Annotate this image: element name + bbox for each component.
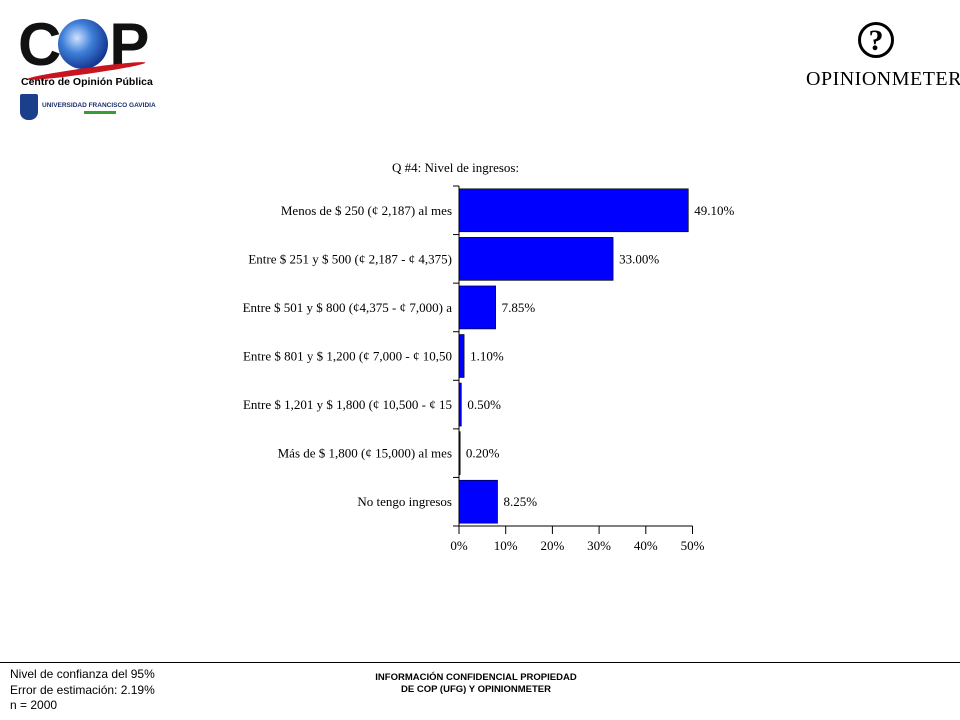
x-tick-label: 10%: [494, 538, 518, 553]
category-label: Menos de $ 250 (¢ 2,187) al mes: [281, 203, 452, 218]
opinionmeter-wordmark: OPINIONMETER: [806, 68, 960, 90]
sample-size: n = 2000: [10, 698, 58, 712]
category-label: No tengo ingresos: [357, 494, 452, 509]
x-tick-label: 50%: [681, 538, 705, 553]
opinionmeter-logo: ? OPINIONMETER: [806, 20, 960, 100]
question-mark-icon: ?: [858, 22, 894, 58]
bar: [458, 237, 614, 281]
bar: [458, 285, 496, 330]
value-label: 49.10%: [694, 203, 734, 218]
chart-title: Q #4: Nivel de ingresos:: [392, 160, 520, 175]
bar: [458, 188, 689, 233]
cop-letter-c: C: [18, 11, 61, 78]
category-label: Entre $ 501 y $ 800 (¢4,375 - ¢ 7,000) a: [243, 300, 453, 315]
x-tick-label: 40%: [634, 538, 658, 553]
footer-divider: [0, 662, 960, 663]
confidential-line-2: DE COP (UFG) Y OPINIONMETER: [401, 684, 551, 695]
bar: [458, 479, 498, 524]
globe-icon: [58, 19, 109, 69]
value-label: 33.00%: [619, 251, 659, 266]
value-label: 8.25%: [504, 494, 538, 509]
university-name: UNIVERSIDAD FRANCISCO GAVIDIA: [42, 102, 156, 109]
category-label: Entre $ 1,201 y $ 1,800 (¢ 10,500 - ¢ 15: [243, 397, 452, 412]
confidence-level: Nivel de confianza del 95%: [10, 667, 155, 681]
cop-subtitle: Centro de Opinión Pública: [21, 76, 153, 88]
university-underline: [84, 111, 116, 114]
estimation-error: Error de estimación: 2.19%: [10, 682, 155, 697]
value-label: 0.50%: [467, 397, 501, 412]
value-label: 7.85%: [502, 300, 536, 315]
bar: [458, 334, 465, 378]
value-label: 1.10%: [470, 349, 504, 364]
category-label: Más de $ 1,800 (¢ 15,000) al mes: [278, 446, 452, 461]
confidential-notice: INFORMACIÓN CONFIDENCIAL PROPIEDAD DE CO…: [300, 672, 652, 696]
category-label: Entre $ 801 y $ 1,200 (¢ 7,000 - ¢ 10,50: [243, 349, 452, 364]
footer-stats: Nivel de confianza del 95% Error de esti…: [10, 667, 155, 714]
x-tick-label: 30%: [587, 538, 611, 553]
x-tick-label: 20%: [540, 538, 564, 553]
confidential-line-1: INFORMACIÓN CONFIDENCIAL PROPIEDAD: [375, 672, 577, 683]
category-label: Entre $ 251 y $ 500 (¢ 2,187 - ¢ 4,375): [248, 251, 452, 266]
university-crest-icon: [20, 94, 38, 120]
value-label: 0.20%: [466, 446, 500, 461]
x-tick-label: 0%: [450, 538, 468, 553]
